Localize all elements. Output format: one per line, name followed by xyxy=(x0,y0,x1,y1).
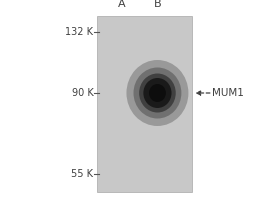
Text: 132 K: 132 K xyxy=(66,27,93,37)
Ellipse shape xyxy=(143,78,172,108)
Bar xyxy=(97,16,192,192)
Text: A: A xyxy=(118,0,125,9)
Ellipse shape xyxy=(149,84,166,102)
Ellipse shape xyxy=(126,60,188,126)
Text: MUM1: MUM1 xyxy=(212,88,244,98)
Ellipse shape xyxy=(139,73,176,112)
Text: 90 K: 90 K xyxy=(72,88,93,98)
Ellipse shape xyxy=(134,68,181,118)
Text: 55 K: 55 K xyxy=(71,169,93,179)
Text: B: B xyxy=(154,0,161,9)
